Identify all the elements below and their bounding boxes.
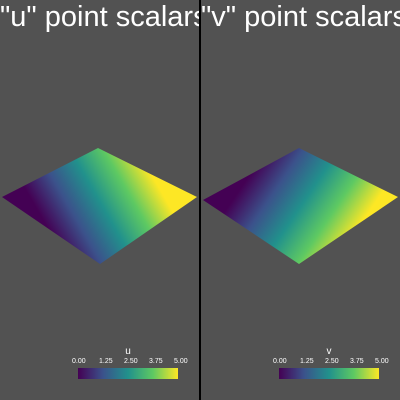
plot-v[interactable] xyxy=(201,0,400,400)
viewport-title-v: "v" point scalars xyxy=(201,1,400,33)
scalar-bar-ticks-v: 0.00 1.25 2.50 3.75 5.00 xyxy=(273,357,389,366)
scalar-bar-swatch-u xyxy=(78,368,178,379)
scalar-bar-tick-label: 5.00 xyxy=(174,358,188,365)
viewport-u[interactable]: "u" point scalars u 0.00 1.25 2.50 3.75 xyxy=(0,0,199,400)
scalar-bar-tick-label: 2.50 xyxy=(124,358,138,365)
scalar-bar-tick-label: 1.25 xyxy=(300,358,314,365)
plot-u[interactable] xyxy=(0,0,199,400)
scalar-bar-v: v 0.00 1.25 2.50 3.75 5.00 xyxy=(273,346,389,382)
scalar-bar-title-u: u xyxy=(125,346,131,357)
scalar-bar-tick-label: 5.00 xyxy=(375,358,389,365)
scalar-bar-ticks-u: 0.00 1.25 2.50 3.75 5.00 xyxy=(72,357,188,366)
scalar-bar-tick-label: 3.75 xyxy=(350,358,364,365)
surface-plane-v xyxy=(203,148,398,264)
scalar-bar-tick-label: 2.50 xyxy=(325,358,339,365)
scalar-bar-swatch-v xyxy=(279,368,379,379)
viewport-v[interactable]: "v" point scalars v 0.00 1.25 2.50 3.75 xyxy=(201,0,400,400)
scalar-bar-tick-label: 1.25 xyxy=(99,358,113,365)
scalar-bar-u: u 0.00 1.25 2.50 3.75 5.00 xyxy=(72,346,188,382)
viewport-title-u: "u" point scalars xyxy=(0,1,199,33)
scalar-bar-tick-label: 0.00 xyxy=(72,358,86,365)
scalar-bar-title-v: v xyxy=(326,346,332,357)
scalar-bar-tick-label: 0.00 xyxy=(273,358,287,365)
scalar-bar-tick-label: 3.75 xyxy=(149,358,163,365)
surface-plane-u xyxy=(2,148,197,264)
